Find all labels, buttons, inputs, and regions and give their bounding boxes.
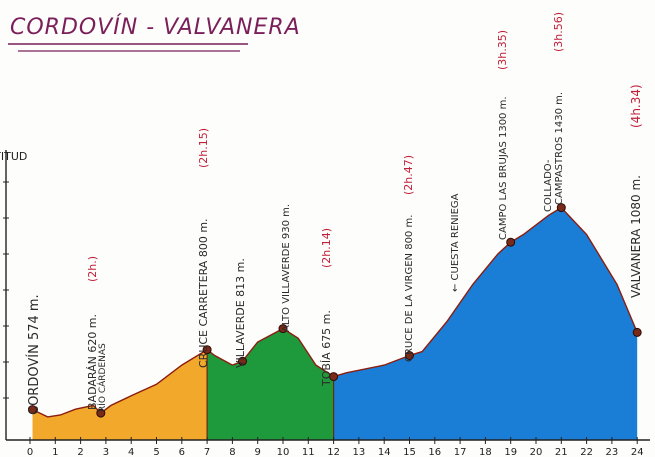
x-tick-label: 3 bbox=[103, 447, 109, 457]
label-tobia: TOBÍA 675 m. bbox=[320, 310, 333, 387]
x-tick-label: 17 bbox=[454, 447, 467, 457]
x-tick-label: 6 bbox=[179, 447, 185, 457]
x-tick-label: 9 bbox=[255, 447, 261, 457]
x-tick-label: 18 bbox=[479, 447, 492, 457]
waypoint-marker bbox=[278, 324, 288, 334]
x-tick-label: 5 bbox=[153, 447, 159, 457]
label-cruce-carretera-time: (2h.15) bbox=[197, 128, 210, 168]
x-tick-label: 16 bbox=[428, 447, 441, 457]
x-tick-label: 11 bbox=[302, 447, 315, 457]
x-tick-label: 1 bbox=[52, 447, 58, 457]
x-tick-label: 13 bbox=[353, 447, 366, 457]
label-villaverde: VILLAVERDE 813 m. bbox=[234, 258, 247, 368]
x-tick-label: 4 bbox=[128, 447, 134, 457]
waypoint-markers bbox=[28, 203, 642, 418]
profile-segment-3 bbox=[333, 207, 638, 440]
waypoint-marker bbox=[556, 203, 566, 213]
label-cruce-virgen-time: (2h.47) bbox=[402, 155, 415, 195]
profile-segment-1 bbox=[32, 349, 208, 440]
label-cruce-carretera: CRUCE CARRETERA 800 m. bbox=[197, 218, 210, 368]
x-tick-label: 2 bbox=[77, 447, 83, 457]
waypoint-marker bbox=[405, 351, 414, 360]
label-campo-brujas-time: (3h.35) bbox=[496, 30, 509, 70]
label-campo-brujas: CAMPO LAS BRUJAS 1300 m. bbox=[498, 96, 509, 240]
x-tick-label: 24 bbox=[631, 447, 644, 457]
x-tick-label: 22 bbox=[580, 447, 593, 457]
chart-title: CORDOVÍN - VALVANERA bbox=[10, 14, 301, 40]
label-collado-2: CAMPASTROS 1430 m. bbox=[554, 92, 565, 205]
label-alto-villaverde: ALTO VILLAVERDE 930 m. bbox=[281, 204, 292, 332]
waypoint-marker bbox=[632, 327, 642, 337]
x-ticks: 0 1 2 3 4 5 6 7 8 9 10 11 12 13 14 15 16 17 18 19 20 21 22 23 24 bbox=[27, 437, 644, 457]
waypoint-marker bbox=[329, 372, 339, 382]
waypoint-marker bbox=[238, 356, 247, 366]
label-cuesta: ← CUESTA RENIEGA bbox=[450, 193, 461, 292]
label-cordovin: CORDOVÍN 574 m. bbox=[26, 294, 42, 415]
x-tick-label: 14 bbox=[378, 447, 391, 457]
label-badaran-time: (2h.) bbox=[86, 256, 99, 282]
label-valvanera-time: (4h.34) bbox=[629, 84, 643, 128]
y-axis-label: ALTITUD bbox=[0, 150, 27, 163]
x-tick-label: 0 bbox=[27, 447, 33, 457]
waypoint-marker bbox=[28, 405, 37, 415]
label-rio: RÍO CÁRDENAS bbox=[96, 343, 108, 412]
waypoint-marker bbox=[96, 408, 106, 418]
x-tick-label: 12 bbox=[327, 447, 340, 457]
segment-dividers bbox=[206, 349, 335, 440]
x-tick-label: 10 bbox=[277, 447, 290, 457]
label-valvanera: VALVANERA 1080 m. bbox=[629, 175, 643, 298]
waypoint-marker bbox=[506, 237, 516, 247]
label-tobia-time: (2h.14) bbox=[320, 228, 333, 268]
label-collado-time: (3h.56) bbox=[552, 12, 565, 52]
x-tick-label: 7 bbox=[204, 447, 210, 457]
label-collado-1: COLLADO- bbox=[543, 159, 554, 212]
x-tick-label: 21 bbox=[555, 447, 568, 457]
label-badaran: BADARÁN 620 m. bbox=[86, 314, 99, 410]
x-tick-label: 23 bbox=[606, 447, 619, 457]
x-tick-label: 20 bbox=[530, 447, 543, 457]
x-tick-label: 19 bbox=[504, 447, 517, 457]
label-cruce-virgen: CRUCE DE LA VIRGEN 800 m. bbox=[404, 215, 415, 362]
waypoint-labels: CORDOVÍN 574 m. BADARÁN 620 m. RÍO CÁRDE… bbox=[26, 12, 643, 415]
y-ticks bbox=[3, 181, 9, 399]
waypoint-marker bbox=[202, 345, 212, 355]
x-tick-label: 15 bbox=[403, 447, 416, 457]
profile-segment-2 bbox=[207, 328, 334, 440]
profile-areas bbox=[32, 207, 638, 440]
x-tick-label: 8 bbox=[229, 447, 235, 457]
